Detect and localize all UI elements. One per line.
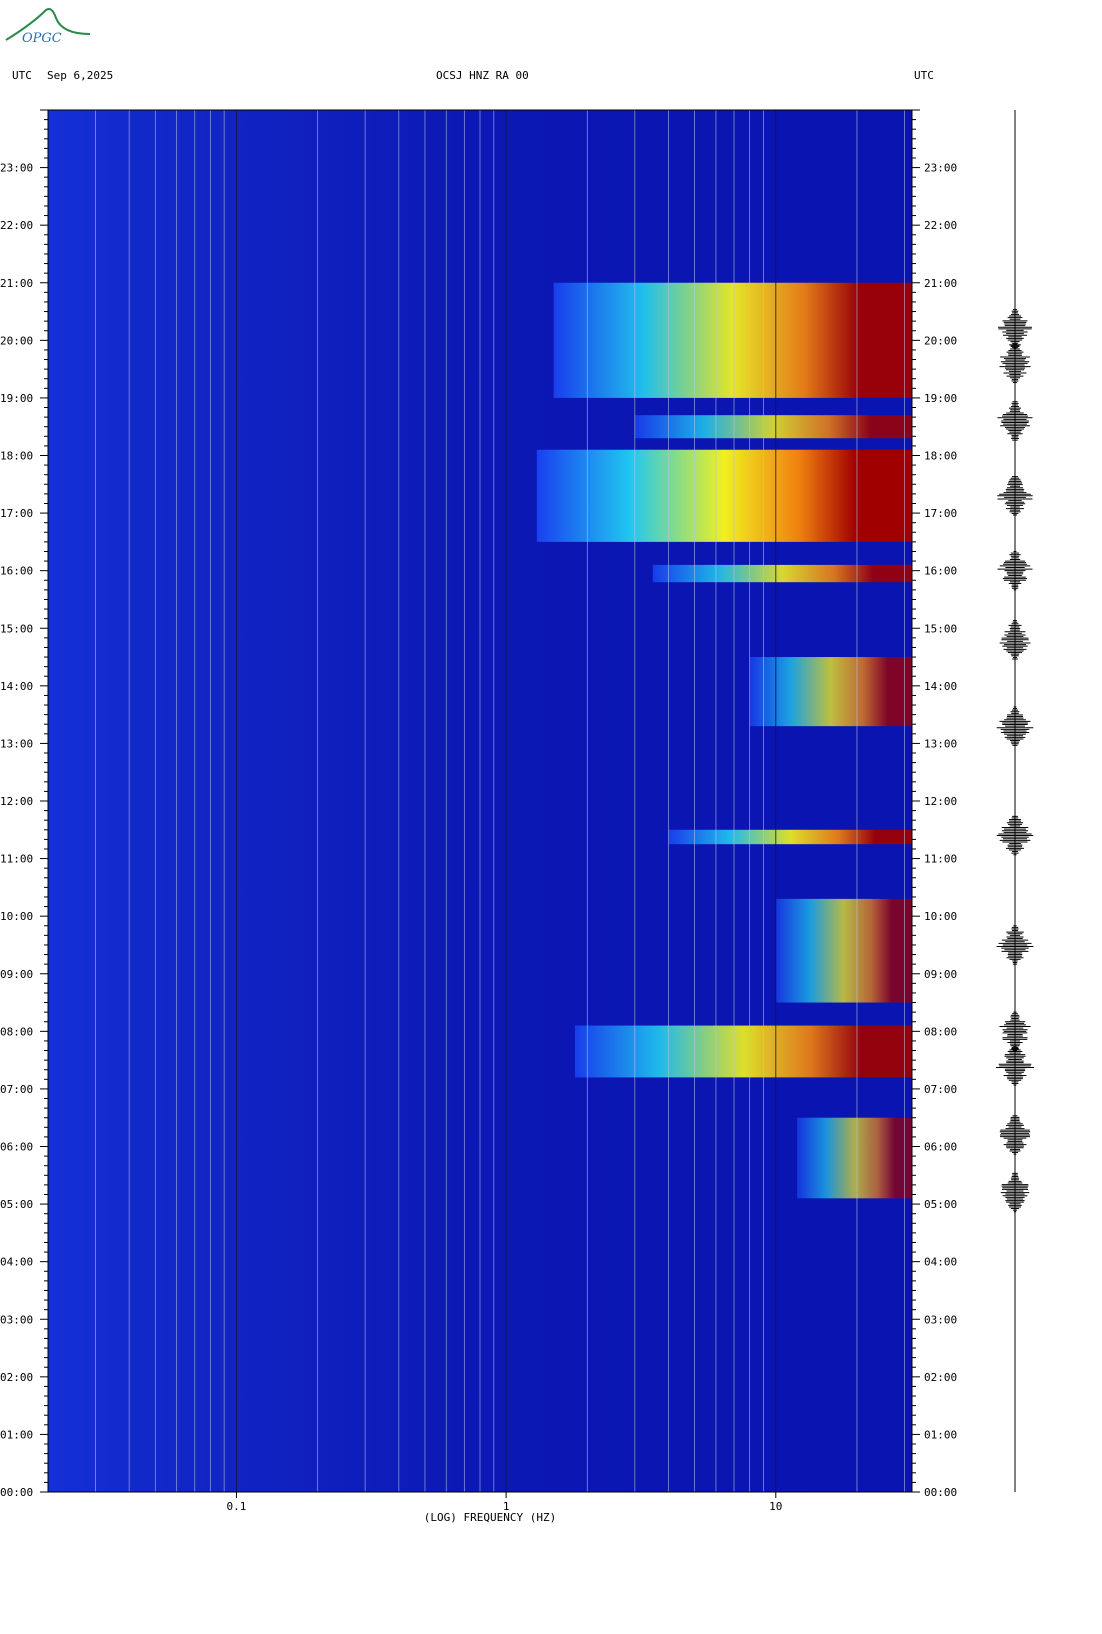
y-tick-label-right: 11:00	[924, 853, 957, 866]
y-tick-label-left: 06:00	[0, 1141, 33, 1154]
y-tick-label-left: 05:00	[0, 1198, 33, 1211]
seismogram-event-11	[999, 1115, 1031, 1155]
y-tick-label-left: 00:00	[0, 1486, 33, 1499]
y-tick-label-right: 17:00	[924, 507, 957, 520]
activity-band-0	[553, 282, 912, 398]
y-tick-label-left: 14:00	[0, 680, 33, 693]
seismogram-event-9	[999, 1011, 1031, 1052]
y-tick-label-left: 22:00	[0, 219, 33, 232]
y-tick-label-right: 09:00	[924, 968, 957, 981]
y-tick-label-right: 07:00	[924, 1083, 957, 1096]
y-tick-label-right: 05:00	[924, 1198, 957, 1211]
y-tick-label-left: 12:00	[0, 795, 33, 808]
opgc-logo: OPGC	[2, 4, 94, 46]
station-label: OCSJ HNZ RA 00	[436, 69, 529, 82]
seismogram-event-10	[995, 1046, 1035, 1086]
y-tick-label-right: 00:00	[924, 1486, 957, 1499]
seismogram-event-1	[999, 343, 1031, 384]
y-tick-label-right: 13:00	[924, 737, 957, 750]
y-tick-label-left: 15:00	[0, 622, 33, 635]
y-tick-label-right: 02:00	[924, 1371, 957, 1384]
seismogram-event-4	[997, 550, 1033, 591]
svg-text:OPGC: OPGC	[22, 31, 62, 46]
y-tick-label-left: 11:00	[0, 853, 33, 866]
y-tick-label-left: 21:00	[0, 277, 33, 290]
y-tick-label-right: 10:00	[924, 910, 957, 923]
y-tick-label-left: 17:00	[0, 507, 33, 520]
y-tick-label-right: 03:00	[924, 1313, 957, 1326]
y-tick-label-right: 04:00	[924, 1256, 957, 1269]
seismogram-event-12	[1000, 1172, 1030, 1213]
seismogram-event-5	[999, 620, 1031, 660]
seismogram-event-6	[996, 706, 1034, 746]
seismogram-event-2	[997, 401, 1033, 441]
y-tick-label-right: 21:00	[924, 277, 957, 290]
activity-band-3	[652, 564, 912, 583]
activity-band-1	[634, 415, 912, 439]
y-tick-label-right: 18:00	[924, 450, 957, 463]
y-tick-label-right: 20:00	[924, 334, 957, 347]
activity-band-2	[536, 449, 912, 542]
seismogram-event-7	[996, 815, 1034, 856]
y-tick-label-right: 19:00	[924, 392, 957, 405]
y-tick-label-right: 22:00	[924, 219, 957, 232]
y-tick-label-left: 18:00	[0, 450, 33, 463]
y-tick-label-left: 23:00	[0, 162, 33, 175]
y-tick-label-left: 10:00	[0, 910, 33, 923]
activity-band-7	[574, 1025, 912, 1078]
left-timezone-label: UTC	[12, 69, 32, 82]
y-tick-label-right: 16:00	[924, 565, 957, 578]
x-tick-label: 1	[503, 1500, 510, 1513]
y-tick-label-left: 20:00	[0, 334, 33, 347]
y-tick-label-left: 01:00	[0, 1428, 33, 1441]
y-tick-label-left: 02:00	[0, 1371, 33, 1384]
y-tick-label-right: 23:00	[924, 162, 957, 175]
y-tick-label-left: 04:00	[0, 1256, 33, 1269]
activity-band-6	[775, 898, 912, 1003]
date-label: Sep 6,2025	[47, 69, 114, 82]
activity-band-5	[668, 829, 912, 845]
y-tick-label-left: 07:00	[0, 1083, 33, 1096]
y-tick-label-left: 19:00	[0, 392, 33, 405]
y-tick-label-right: 06:00	[924, 1141, 957, 1154]
y-tick-label-right: 14:00	[924, 680, 957, 693]
seismogram-event-0	[998, 309, 1032, 349]
x-tick-label: 0.1	[227, 1500, 247, 1513]
seismogram-event-8	[996, 925, 1034, 965]
right-timezone-label: UTC	[914, 69, 934, 82]
activity-band-4	[749, 657, 912, 727]
seismogram-event-3	[997, 476, 1033, 516]
y-tick-label-right: 12:00	[924, 795, 957, 808]
x-axis-label: (LOG) FREQUENCY (HZ)	[424, 1511, 556, 1524]
y-tick-label-right: 01:00	[924, 1428, 957, 1441]
y-tick-label-right: 08:00	[924, 1025, 957, 1038]
y-tick-label-left: 08:00	[0, 1025, 33, 1038]
y-tick-label-left: 03:00	[0, 1313, 33, 1326]
y-tick-label-left: 09:00	[0, 968, 33, 981]
y-tick-label-left: 13:00	[0, 737, 33, 750]
activity-band-8	[797, 1117, 912, 1199]
x-tick-label: 10	[769, 1500, 782, 1513]
y-tick-label-left: 16:00	[0, 565, 33, 578]
y-tick-label-right: 15:00	[924, 622, 957, 635]
